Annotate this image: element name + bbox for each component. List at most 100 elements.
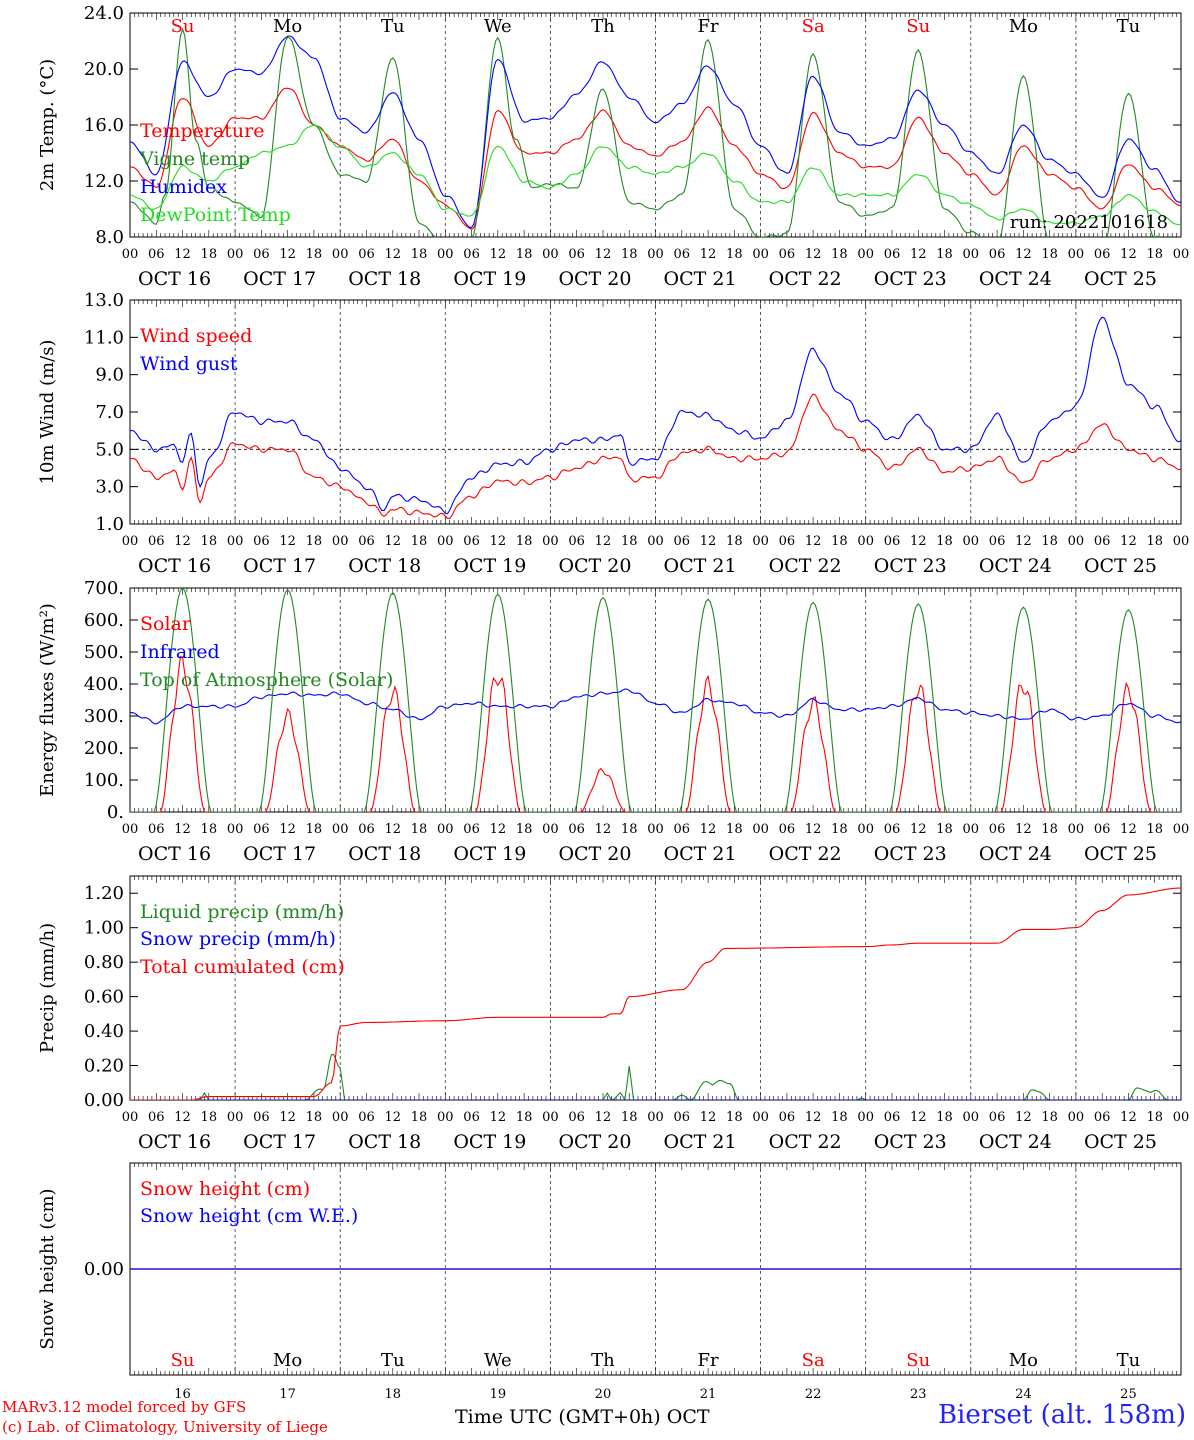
- day-name: Mo: [1009, 16, 1038, 37]
- hour-label: 00: [647, 534, 664, 549]
- hour-label: 00: [857, 247, 874, 262]
- hour-label: 00: [752, 247, 769, 262]
- y-axis-label: Energy fluxes (W/m²): [37, 603, 58, 797]
- legend-entry: Snow height (cm): [140, 1178, 310, 1200]
- hour-label: 00: [1173, 822, 1190, 837]
- hour-label: 12: [805, 1110, 822, 1125]
- hour-label: 12: [595, 822, 612, 837]
- hour-label: 00: [647, 1110, 664, 1125]
- hour-label: 00: [227, 822, 244, 837]
- legend-entry: Wind speed: [140, 325, 252, 347]
- hour-label: 00: [1068, 1110, 1085, 1125]
- hour-label: 06: [358, 247, 375, 262]
- hour-label: 12: [1120, 247, 1137, 262]
- hour-label: 06: [674, 247, 691, 262]
- hour-label: 00: [542, 822, 559, 837]
- hour-label: 00: [752, 822, 769, 837]
- date-label: OCT 16: [138, 555, 211, 577]
- hour-label: 12: [490, 1110, 507, 1125]
- hour-label: 18: [306, 1110, 323, 1125]
- y-tick-label: 600.: [84, 610, 124, 631]
- hour-label: 00: [963, 822, 980, 837]
- day-name: Tu: [1117, 16, 1141, 37]
- legend-entry: Humidex: [140, 176, 227, 198]
- hour-label: 06: [253, 247, 270, 262]
- date-label: OCT 24: [979, 555, 1052, 577]
- hour-label: 18: [201, 1110, 218, 1125]
- date-label: OCT 21: [664, 843, 737, 865]
- day-number: 20: [595, 1387, 612, 1402]
- hour-label: 12: [595, 247, 612, 262]
- hour-label: 00: [227, 247, 244, 262]
- date-label: OCT 18: [348, 843, 421, 865]
- hour-label: 12: [1015, 534, 1032, 549]
- day-name: Mo: [273, 16, 302, 37]
- hour-label: 00: [437, 822, 454, 837]
- hour-label: 12: [174, 534, 191, 549]
- hour-label: 18: [516, 247, 533, 262]
- hour-label: 18: [1146, 1110, 1163, 1125]
- hour-label: 06: [568, 534, 585, 549]
- y-axis-label: Precip (mm/h): [37, 923, 58, 1053]
- panel-4: 0.00 0.20 0.40 0.60 0.80 1.00 1.20 Precip (mm/h…: [37, 875, 1189, 1153]
- date-label: OCT 21: [664, 1131, 737, 1153]
- day-name: Mo: [1009, 1350, 1038, 1371]
- hour-label: 00: [437, 534, 454, 549]
- hour-label: 12: [595, 1110, 612, 1125]
- date-label: OCT 23: [874, 268, 947, 290]
- hour-label: 12: [384, 534, 401, 549]
- y-tick-label: 16.0: [84, 115, 124, 136]
- hour-ticks: [129, 1163, 1182, 1375]
- hour-label: 12: [910, 534, 927, 549]
- hour-label: 00: [332, 247, 349, 262]
- hour-label: 06: [568, 1110, 585, 1125]
- y-tick-label: 13.0: [84, 290, 124, 311]
- hour-label: 18: [831, 247, 848, 262]
- date-label: OCT 16: [138, 843, 211, 865]
- hour-ticks: [129, 300, 1182, 524]
- y-axis-label: 10m Wind (m/s): [37, 340, 58, 485]
- hour-label: 18: [411, 822, 428, 837]
- legend-entry: Infrared: [140, 641, 220, 663]
- date-label: OCT 20: [558, 555, 631, 577]
- hour-label: 06: [1094, 1110, 1111, 1125]
- day-name: We: [484, 16, 512, 37]
- date-label: OCT 19: [453, 268, 526, 290]
- hour-label: 00: [647, 247, 664, 262]
- hour-label: 12: [1015, 822, 1032, 837]
- date-label: OCT 25: [1084, 1131, 1157, 1153]
- hour-ticks: [129, 876, 1182, 1100]
- y-tick-label: 24.0: [84, 3, 124, 24]
- hour-label: 12: [910, 247, 927, 262]
- hour-label: 18: [411, 534, 428, 549]
- hour-label: 18: [936, 1110, 953, 1125]
- hour-label: 18: [621, 1110, 638, 1125]
- hour-label: 06: [463, 534, 480, 549]
- date-label: OCT 25: [1084, 268, 1157, 290]
- hour-label: 00: [647, 822, 664, 837]
- hour-label: 00: [122, 247, 139, 262]
- y-tick-label: 8.0: [95, 227, 124, 248]
- y-tick-label: 1.00: [84, 918, 124, 939]
- date-label: OCT 20: [558, 1131, 631, 1153]
- hour-label: 00: [857, 822, 874, 837]
- hour-label: 06: [989, 1110, 1006, 1125]
- hour-label: 06: [779, 247, 796, 262]
- date-label: OCT 22: [769, 1131, 842, 1153]
- hour-label: 06: [463, 1110, 480, 1125]
- hour-label: 06: [989, 534, 1006, 549]
- hour-label: 00: [857, 1110, 874, 1125]
- hour-label: 18: [1041, 822, 1058, 837]
- day-name: Su: [171, 16, 195, 37]
- y-tick-label: 700.: [84, 578, 124, 599]
- hour-label: 18: [306, 822, 323, 837]
- day-name: We: [484, 1350, 512, 1371]
- y-tick-label: 0.00: [84, 1090, 124, 1111]
- month-label: OCT: [666, 1406, 710, 1428]
- lab-credit-line: (c) Lab. of Climatology, University of L…: [2, 1418, 328, 1436]
- hour-label: 06: [779, 1110, 796, 1125]
- date-label: OCT 22: [769, 268, 842, 290]
- day-number: 24: [1015, 1387, 1032, 1402]
- legend-entry: Total cumulated (cm): [140, 956, 345, 978]
